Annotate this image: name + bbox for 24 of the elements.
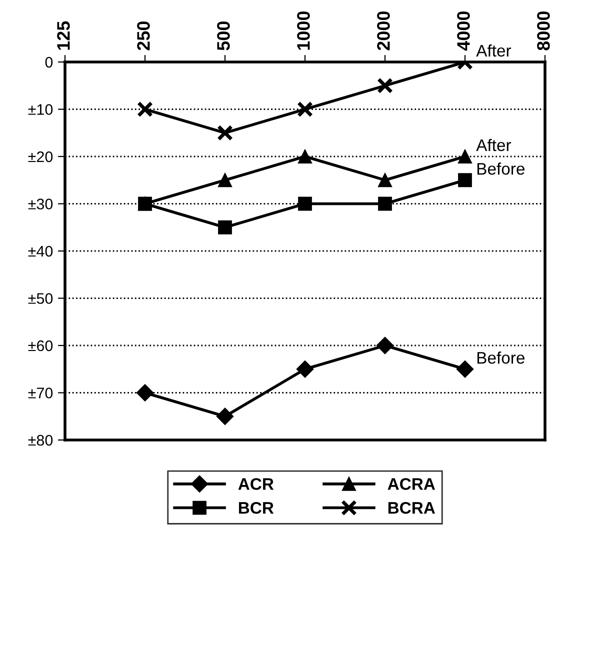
x-tick-label: 125 <box>57 21 70 50</box>
y-tick-label: 0 <box>45 56 53 68</box>
y-tick-label: ±70 <box>28 388 53 398</box>
legend-label: BCRA <box>388 502 436 514</box>
legend-label: ACRA <box>388 478 436 490</box>
annotation: After <box>476 44 512 57</box>
x-tick-label: 250 <box>137 22 150 50</box>
x-tick-label: 8000 <box>537 11 550 50</box>
annotation: After <box>476 138 512 152</box>
x-tick-label: 4000 <box>457 11 470 51</box>
y-tick-label: ±20 <box>28 151 53 162</box>
annotation: Before <box>477 352 524 364</box>
x-tick-label: 2000 <box>377 11 390 50</box>
legend-label: ACR <box>238 478 274 490</box>
y-tick-label: ±40 <box>28 246 53 257</box>
y-tick-label: ±80 <box>28 434 53 446</box>
x-tick-label: 500 <box>217 22 230 50</box>
annotation: Before <box>477 162 524 175</box>
x-tick-label: 1000 <box>297 11 310 50</box>
y-tick-label: ±60 <box>28 340 53 352</box>
y-tick-label: ±10 <box>28 104 53 115</box>
y-tick-label: ±50 <box>28 293 53 304</box>
legend-label: BCR <box>238 502 274 514</box>
y-tick-label: ±30 <box>28 198 53 210</box>
